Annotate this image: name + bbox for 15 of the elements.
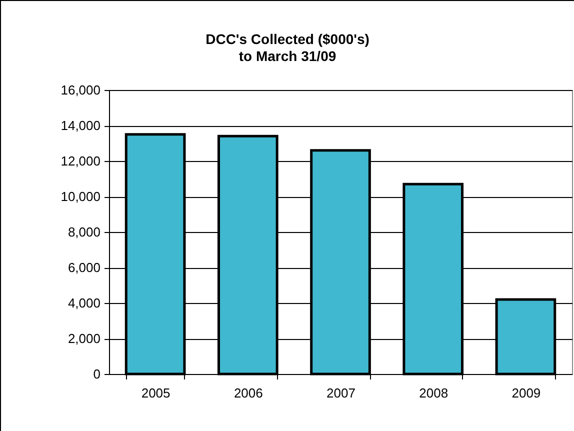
x-tick-label: 2007	[326, 386, 356, 400]
x-tick-label: 2008	[419, 386, 448, 400]
y-tick-label: 4,000	[68, 296, 100, 310]
y-tick-label: 12,000	[60, 154, 100, 168]
y-tick-label: 8,000	[68, 224, 100, 240]
y-tick-label: 10,000	[60, 189, 100, 204]
y-tick-label: 6,000	[68, 260, 100, 275]
x-tick-label: 2006	[234, 386, 263, 400]
x-tick-label: 2005	[141, 386, 170, 400]
y-tick-label: 14,000	[60, 118, 100, 133]
y-tick-label: 2,000	[68, 331, 100, 346]
chart-title: DCC's Collected ($000's) to March 31/09	[206, 31, 370, 64]
y-tick-label: 16,000	[60, 82, 100, 98]
x-tick-label: 2009	[512, 386, 541, 400]
y-tick-label: 0	[93, 366, 100, 382]
